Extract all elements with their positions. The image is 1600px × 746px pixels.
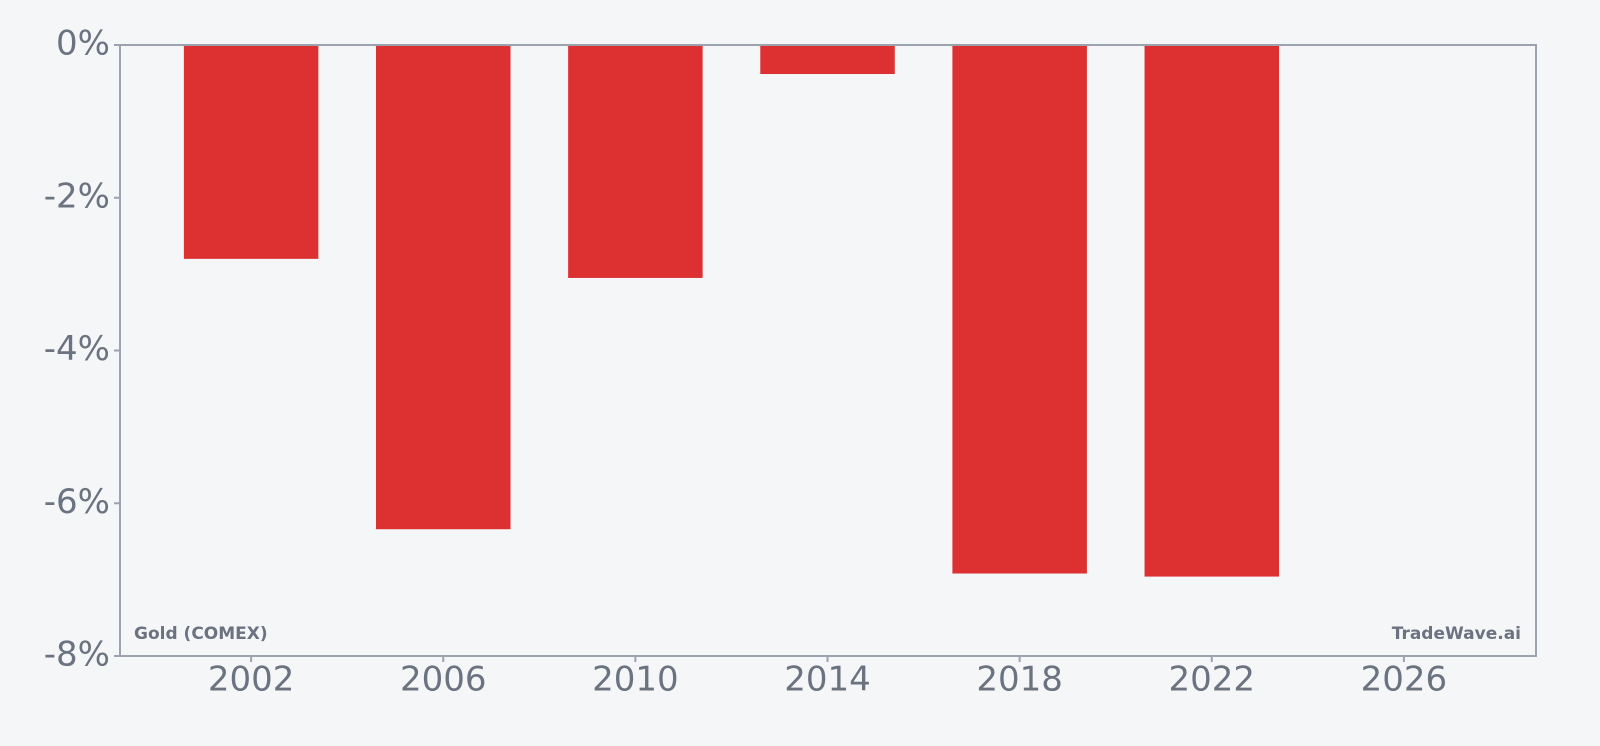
y-tick-label: -8% [44, 635, 110, 675]
bar [376, 45, 511, 530]
bar [760, 45, 895, 75]
bar [568, 45, 703, 278]
x-tick-label: 2014 [784, 660, 871, 700]
x-tick-label: 2026 [1361, 660, 1448, 700]
bar [1144, 45, 1280, 577]
x-tick-label: 2010 [592, 660, 679, 700]
y-tick-label: -6% [44, 482, 110, 522]
x-tick-label: 2018 [976, 660, 1063, 700]
bar [183, 45, 319, 259]
plot-frame [119, 44, 1537, 657]
y-tick-label: -2% [44, 176, 110, 216]
y-tick-label: -4% [44, 329, 110, 369]
x-tick-label: 2022 [1169, 660, 1256, 700]
source-label: Gold (COMEX) [134, 624, 268, 644]
watermark: TradeWave.ai [1392, 624, 1521, 644]
x-tick-label: 2006 [400, 660, 487, 700]
y-tick-label: 0% [56, 24, 110, 64]
x-tick-label: 2002 [208, 660, 295, 700]
bar [952, 45, 1087, 574]
